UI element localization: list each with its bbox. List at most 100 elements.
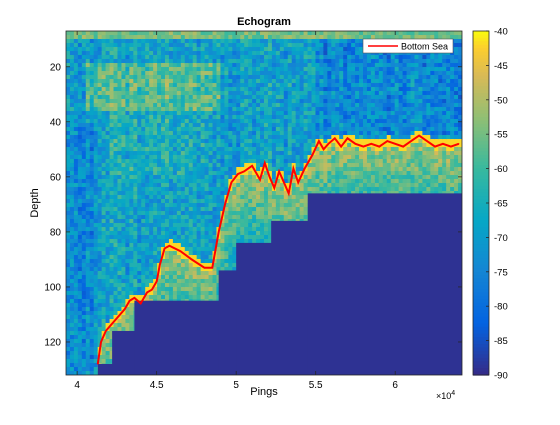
bottom-sea-point	[129, 300, 130, 301]
x-tick-label: 4	[74, 380, 80, 391]
noise-floor-step-1	[98, 364, 113, 375]
colorbar-segment	[473, 138, 489, 142]
colorbar-segment	[473, 151, 489, 155]
bottom-sea-point	[204, 267, 205, 268]
bottom-sea-point	[419, 135, 420, 136]
colorbar-segment	[473, 193, 489, 197]
noise-floor-step-6	[271, 221, 308, 375]
x-tick-label: 5	[233, 380, 239, 391]
bottom-sea-point	[411, 141, 412, 142]
bottom-sea-point	[105, 330, 106, 331]
y-tick-label: 20	[50, 62, 62, 73]
bottom-sea-point	[379, 146, 380, 147]
colorbar-segment	[473, 292, 489, 296]
bottom-sea-point	[458, 143, 459, 144]
bottom-sea-point	[363, 146, 364, 147]
colorbar-tick-label: -90	[494, 371, 508, 382]
colorbar-tick-label: -70	[494, 233, 508, 244]
bottom-sea-point	[288, 193, 289, 194]
bottom-sea-point	[298, 182, 299, 183]
noise-floor-step-5	[236, 243, 271, 375]
colorbar-segment	[473, 344, 489, 348]
bottom-sea-point	[442, 143, 443, 144]
colorbar-segment	[473, 341, 489, 345]
bottom-sea-point	[100, 341, 101, 342]
colorbar-segment	[473, 289, 489, 293]
colorbar-segment	[473, 65, 489, 69]
colorbar-segment	[473, 145, 489, 149]
y-tick-label: 60	[50, 172, 62, 183]
bottom-sea-point	[147, 292, 148, 293]
colorbar-segment	[473, 45, 489, 49]
x-tick-label: 4.5	[150, 380, 164, 391]
colorbar-segment	[473, 86, 489, 90]
bottom-sea-point	[283, 182, 284, 183]
colorbar-segment	[473, 320, 489, 324]
colorbar-segment	[473, 265, 489, 269]
bottom-sea-point	[341, 146, 342, 147]
colorbar-segment	[473, 310, 489, 314]
colorbar-segment	[473, 306, 489, 310]
colorbar-segment	[473, 217, 489, 221]
colorbar-segment	[473, 76, 489, 80]
colorbar-segment	[473, 237, 489, 241]
colorbar-segment	[473, 41, 489, 45]
colorbar-segment	[473, 141, 489, 145]
colorbar-segment	[473, 251, 489, 255]
colorbar-segment	[473, 31, 489, 35]
colorbar-segment	[473, 89, 489, 93]
x-multiplier-exponent: 4	[451, 390, 455, 397]
bottom-sea-point	[269, 176, 270, 177]
bottom-sea-point	[191, 259, 192, 260]
bottom-sea-point	[328, 143, 329, 144]
colorbar-segment	[473, 227, 489, 231]
colorbar-segment	[473, 55, 489, 59]
colorbar-segment	[473, 323, 489, 327]
bottom-sea-point	[224, 204, 225, 205]
bottom-sea-point	[395, 143, 396, 144]
bottom-sea-point	[355, 143, 356, 144]
bottom-sea-point	[169, 245, 170, 246]
colorbar-segment	[473, 231, 489, 235]
bottom-sea-point	[264, 163, 265, 164]
colorbar-segment	[473, 248, 489, 252]
colorbar-segment	[473, 358, 489, 362]
colorbar-segment	[473, 117, 489, 121]
colorbar-segment	[473, 59, 489, 63]
colorbar-segment	[473, 334, 489, 338]
bottom-sea-point	[156, 281, 157, 282]
colorbar-segment	[473, 255, 489, 259]
colorbar-segment	[473, 361, 489, 365]
colorbar-segment	[473, 354, 489, 358]
colorbar-segment	[473, 365, 489, 369]
colorbar-segment	[473, 330, 489, 334]
colorbar-segment	[473, 79, 489, 83]
colorbar-segment	[473, 83, 489, 87]
colorbar-segment	[473, 327, 489, 331]
bottom-sea-point	[97, 363, 98, 364]
bottom-sea-point	[252, 165, 253, 166]
colorbar-segment	[473, 34, 489, 38]
colorbar-segment	[473, 347, 489, 351]
x-axis-label: Pings	[250, 386, 278, 398]
bottom-sea-point	[120, 314, 121, 315]
bottom-sea-point	[318, 141, 319, 142]
x-multiplier-base: ×10	[436, 391, 451, 401]
colorbar-segment	[473, 110, 489, 114]
colorbar: -40-45-50-55-60-65-70-75-80-85-90	[473, 27, 508, 382]
colorbar-segment	[473, 69, 489, 73]
legend-label-bottom-sea: Bottom Sea	[401, 42, 448, 52]
colorbar-segment	[473, 124, 489, 128]
colorbar-segment	[473, 196, 489, 200]
x-axis-multiplier: ×104	[436, 390, 455, 401]
colorbar-segment	[473, 186, 489, 190]
colorbar-segment	[473, 206, 489, 210]
bottom-sea-point	[164, 248, 165, 249]
colorbar-segment	[473, 189, 489, 193]
colorbar-segment	[473, 286, 489, 290]
colorbar-tick-label: -45	[494, 61, 508, 72]
colorbar-segment	[473, 127, 489, 131]
noise-floor-step-4	[219, 270, 237, 375]
